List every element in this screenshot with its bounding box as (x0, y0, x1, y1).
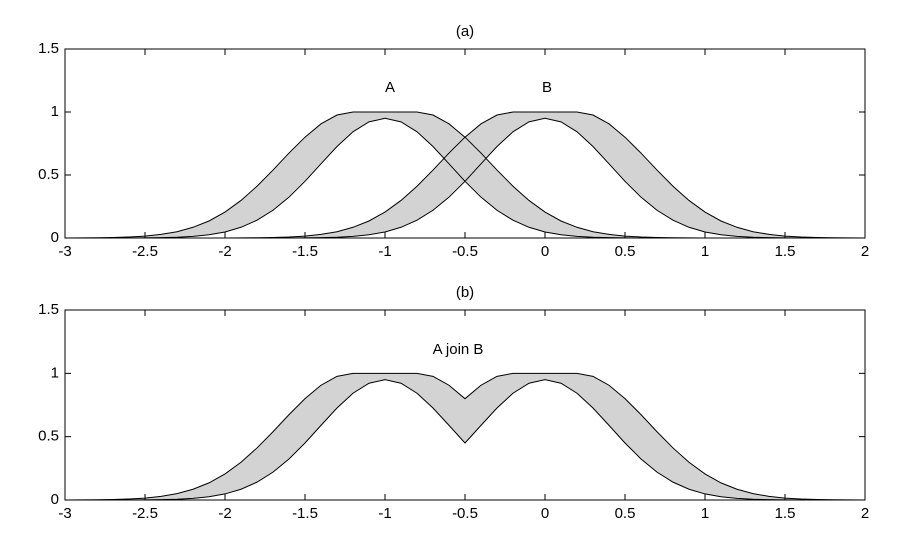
upper-line (64, 372, 866, 501)
annotation: B (542, 79, 552, 96)
footprint (65, 373, 865, 500)
y-tick-label: 1.5 (38, 40, 59, 57)
y-tick-label: 0.5 (38, 428, 59, 445)
x-tick-label: -3 (58, 505, 71, 522)
annotation: A (385, 79, 395, 96)
x-tick-label: -0.5 (452, 243, 478, 260)
x-tick-label: 2 (861, 505, 869, 522)
x-tick-label: -2 (218, 243, 231, 260)
annotation: A join B (433, 341, 484, 358)
x-tick-label: -1.5 (292, 243, 318, 260)
x-tick-label: 1.5 (775, 505, 796, 522)
y-tick-label: 1.5 (38, 301, 59, 318)
y-tick-label: 1 (51, 364, 59, 381)
x-tick-label: 0.5 (615, 243, 636, 260)
x-tick-label: 0 (541, 505, 549, 522)
x-tick-label: -1 (378, 243, 391, 260)
x-tick-label: -1 (378, 505, 391, 522)
subplot-title: (b) (456, 284, 474, 301)
footprint (65, 112, 865, 238)
y-tick-label: 0.5 (38, 166, 59, 183)
x-tick-label: -3 (58, 243, 71, 260)
x-tick-label: 1 (701, 505, 709, 522)
x-tick-label: -2 (218, 505, 231, 522)
y-tick-label: 0 (51, 229, 59, 246)
x-tick-label: -2.5 (132, 505, 158, 522)
x-tick-label: 0.5 (615, 505, 636, 522)
y-tick-label: 0 (51, 491, 59, 508)
x-tick-label: 1 (701, 243, 709, 260)
x-tick-label: -2.5 (132, 243, 158, 260)
x-tick-label: -0.5 (452, 505, 478, 522)
subplot-title: (a) (456, 23, 474, 40)
x-tick-label: 1.5 (775, 243, 796, 260)
y-tick-label: 1 (51, 103, 59, 120)
lower-line (65, 379, 865, 501)
x-tick-label: 2 (861, 243, 869, 260)
x-tick-label: -1.5 (292, 505, 318, 522)
x-tick-label: 0 (541, 243, 549, 260)
